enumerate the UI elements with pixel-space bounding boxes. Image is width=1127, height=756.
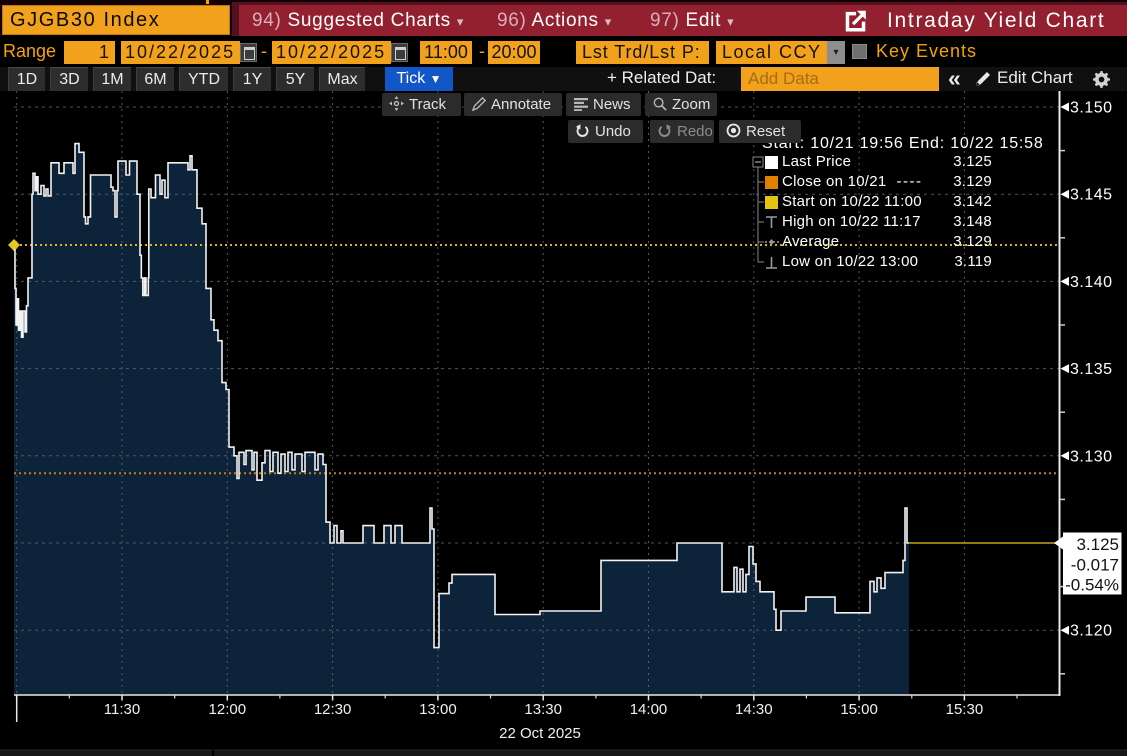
svg-text:3.135: 3.135 — [1070, 361, 1113, 378]
svg-text:3.150: 3.150 — [1070, 100, 1113, 117]
svg-text:12:30: 12:30 — [314, 701, 352, 718]
svg-text:15:30: 15:30 — [946, 701, 984, 718]
svg-text:-0.017: -0.017 — [1071, 556, 1119, 575]
svg-text:12:00: 12:00 — [209, 701, 247, 718]
svg-text:11:30: 11:30 — [104, 701, 140, 718]
svg-text:13:30: 13:30 — [524, 701, 562, 718]
svg-text:-0.54%: -0.54% — [1065, 576, 1119, 595]
svg-text:22 Oct 2025: 22 Oct 2025 — [499, 725, 581, 742]
svg-text:15:00: 15:00 — [840, 701, 878, 718]
svg-text:13:00: 13:00 — [419, 701, 457, 718]
svg-text:14:00: 14:00 — [630, 701, 668, 718]
svg-text:3.130: 3.130 — [1070, 448, 1113, 465]
svg-text:3.145: 3.145 — [1070, 187, 1113, 204]
svg-text:14:30: 14:30 — [735, 701, 773, 718]
svg-text:3.125: 3.125 — [1076, 535, 1119, 554]
svg-text:3.120: 3.120 — [1070, 623, 1113, 640]
svg-text:3.140: 3.140 — [1070, 274, 1113, 291]
